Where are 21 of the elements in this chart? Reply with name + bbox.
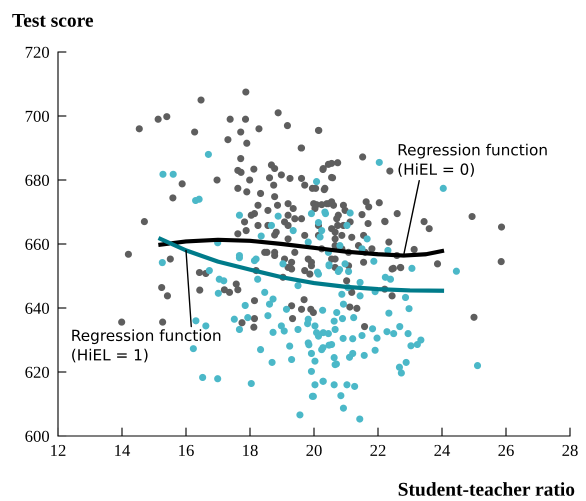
line-series <box>158 236 444 293</box>
x-tick-label: 14 <box>115 444 130 456</box>
x-tick-label: 26 <box>498 444 514 456</box>
annotation: Regression function (HiEL = 0) <box>398 144 547 177</box>
x-tick-label: 28 <box>562 444 578 456</box>
y-axis-title: Test score <box>12 14 94 27</box>
y-tick-label: 720 <box>26 46 50 58</box>
x-tick-label: 22 <box>370 444 386 456</box>
y-tick-label: 680 <box>25 174 50 186</box>
x-tick-label: 12 <box>51 444 66 456</box>
annotation: Regression function (HiEL = 1) <box>72 329 220 362</box>
y-tick-label: 640 <box>25 302 50 314</box>
y-tick-label: 660 <box>25 238 50 250</box>
x-axis-title: Student-teacher ratio <box>398 482 574 496</box>
y-tick-label: 700 <box>26 110 50 122</box>
y-tick-label: 600 <box>25 430 50 442</box>
x-tick-label: 18 <box>243 444 258 456</box>
x-tick-label: 20 <box>306 444 322 456</box>
x-tick-label: 24 <box>434 444 450 456</box>
y-tick-label: 620 <box>25 366 50 378</box>
x-tick-label: 16 <box>179 444 194 456</box>
